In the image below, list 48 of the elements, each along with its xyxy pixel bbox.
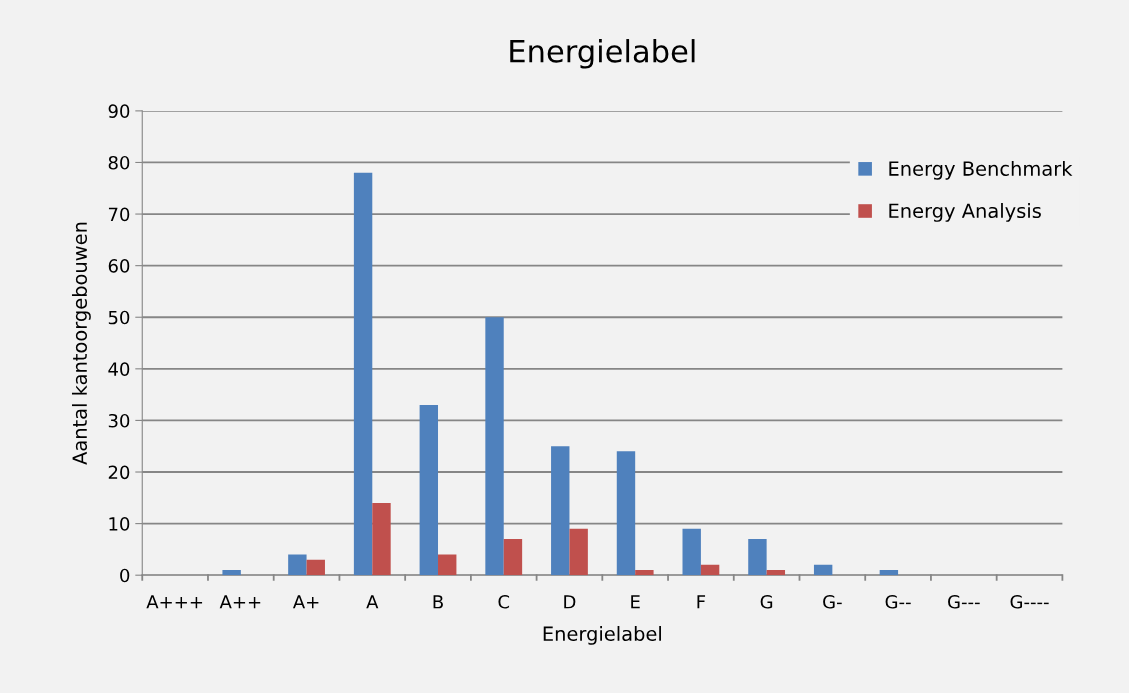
y-tick-label: 20 [108,465,130,480]
x-tick-label: G---- [1010,594,1049,609]
x-tick-label: E [631,595,640,609]
x-tick-label: G- [823,594,842,609]
x-tick-label: A++ [219,595,261,609]
x-tick-label: B [433,595,443,609]
y-tick-label: 0 [120,568,130,583]
bar [766,570,786,576]
bar [748,539,767,576]
y-tick-label: 10 [109,517,130,531]
y-tick-label: 30 [108,413,130,428]
bar [813,564,833,576]
x-axis-title: Energielabel [543,626,661,645]
bar [485,317,504,576]
y-tick-label: 50 [108,310,130,325]
bar [879,570,899,576]
bar [551,446,570,576]
y-tick-label: 60 [108,259,130,273]
bar [503,539,523,576]
bar [372,502,391,576]
x-tick-label: A+ [292,595,319,609]
y-tick-label: 90 [108,104,130,118]
y-axis-title: Aantal kantoorgebouwen [71,222,91,465]
bar [616,451,636,576]
legend-label: Energy Analysis [889,203,1041,222]
bar [353,172,373,576]
x-tick-label: F [697,595,706,609]
bar [288,554,307,576]
x-tick-label: C [498,594,510,609]
x-tick-label: D [564,595,576,609]
bar [682,528,701,576]
x-tick-label: G [760,594,773,609]
chart-title: Energielabel [510,39,695,69]
legend-label: Energy Benchmark [889,160,1073,180]
bar [438,554,457,576]
bar [222,570,241,576]
bar [306,559,325,576]
y-tick-label: 80 [108,155,130,170]
y-tick-label: 70 [108,207,130,222]
x-tick-label: G--- [948,594,980,609]
bar [569,528,588,576]
bar [635,570,654,576]
x-tick-label: G-- [885,594,911,609]
y-tick-label: 40 [108,362,130,376]
bar [419,404,439,576]
x-tick-label: A+++ [146,595,203,609]
x-tick-label: A [366,595,379,609]
bar [700,564,720,576]
